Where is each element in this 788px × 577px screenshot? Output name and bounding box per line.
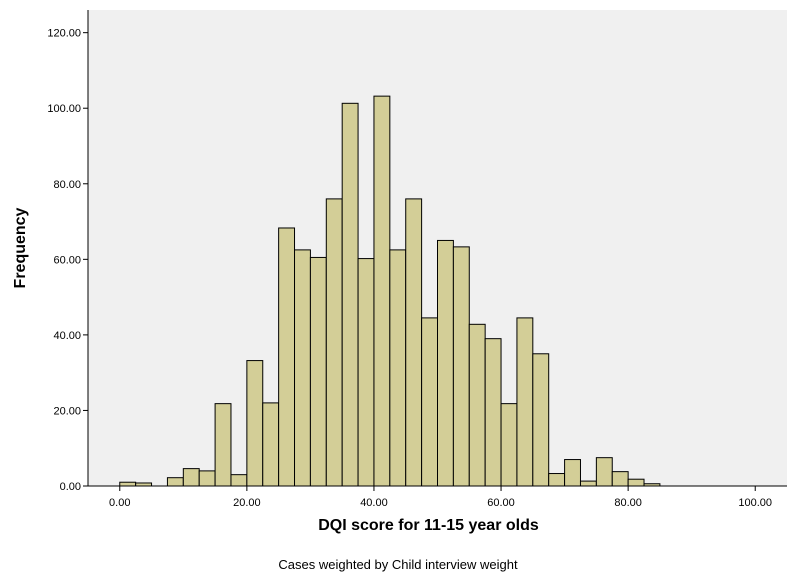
y-tick-label: 0.00 (60, 481, 81, 493)
x-tick-label: 100.00 (738, 497, 772, 509)
histogram-bar (166, 477, 184, 487)
histogram-bar (119, 481, 137, 487)
histogram-bar (230, 474, 248, 487)
x-axis-title: DQI score for 11-15 year olds (318, 517, 539, 534)
histogram-bar (294, 249, 311, 487)
histogram-bar (262, 402, 280, 487)
y-tick-label: 120.00 (47, 28, 81, 40)
y-tick-label: 60.00 (53, 254, 81, 266)
histogram-bar (357, 258, 375, 487)
histogram-bar (484, 338, 502, 487)
histogram-bar (611, 471, 629, 487)
x-tick-label: 80.00 (614, 497, 642, 509)
y-tick-label: 40.00 (53, 330, 81, 342)
histogram-bar (389, 249, 407, 487)
histogram-bar (452, 246, 470, 487)
bars-layer (119, 95, 661, 487)
histogram-bar (579, 480, 597, 487)
histogram-bar (627, 478, 645, 487)
x-tick-label: 0.00 (109, 497, 130, 509)
histogram-bar (278, 227, 296, 487)
histogram-bar (595, 457, 613, 487)
histogram-bar (548, 473, 566, 487)
histogram-bar (564, 459, 581, 487)
x-tick-label: 60.00 (487, 497, 515, 509)
histogram-bar (373, 95, 391, 487)
y-tick-label: 20.00 (53, 405, 81, 417)
histogram-bar (325, 198, 343, 487)
histogram-bar (341, 102, 359, 487)
histogram-bar (532, 353, 550, 487)
histogram-bar (437, 239, 454, 487)
histogram-bar (214, 403, 232, 487)
histogram-bar (500, 403, 518, 487)
histogram-bar (309, 256, 327, 487)
y-tick-label: 100.00 (47, 103, 81, 115)
histogram-bar (468, 323, 486, 487)
x-tick-label: 40.00 (360, 497, 388, 509)
histogram-bar (405, 198, 423, 487)
axes-layer (87, 10, 787, 487)
histogram-bar (516, 317, 534, 487)
y-axis-title: Frequency (12, 207, 29, 288)
histogram-bar (198, 470, 216, 487)
ticks-layer: 0.00 20.00 40.00 60.00 80.00 100.00 120.00 0.00… (47, 28, 772, 509)
histogram-bar (246, 360, 264, 487)
y-tick-label: 80.00 (53, 179, 81, 191)
weight-footnote: Cases weighted by Child interview weight (278, 557, 518, 572)
x-tick-label: 20.00 (233, 497, 261, 509)
histogram-bar (182, 468, 200, 487)
histogram-bar (421, 317, 439, 487)
